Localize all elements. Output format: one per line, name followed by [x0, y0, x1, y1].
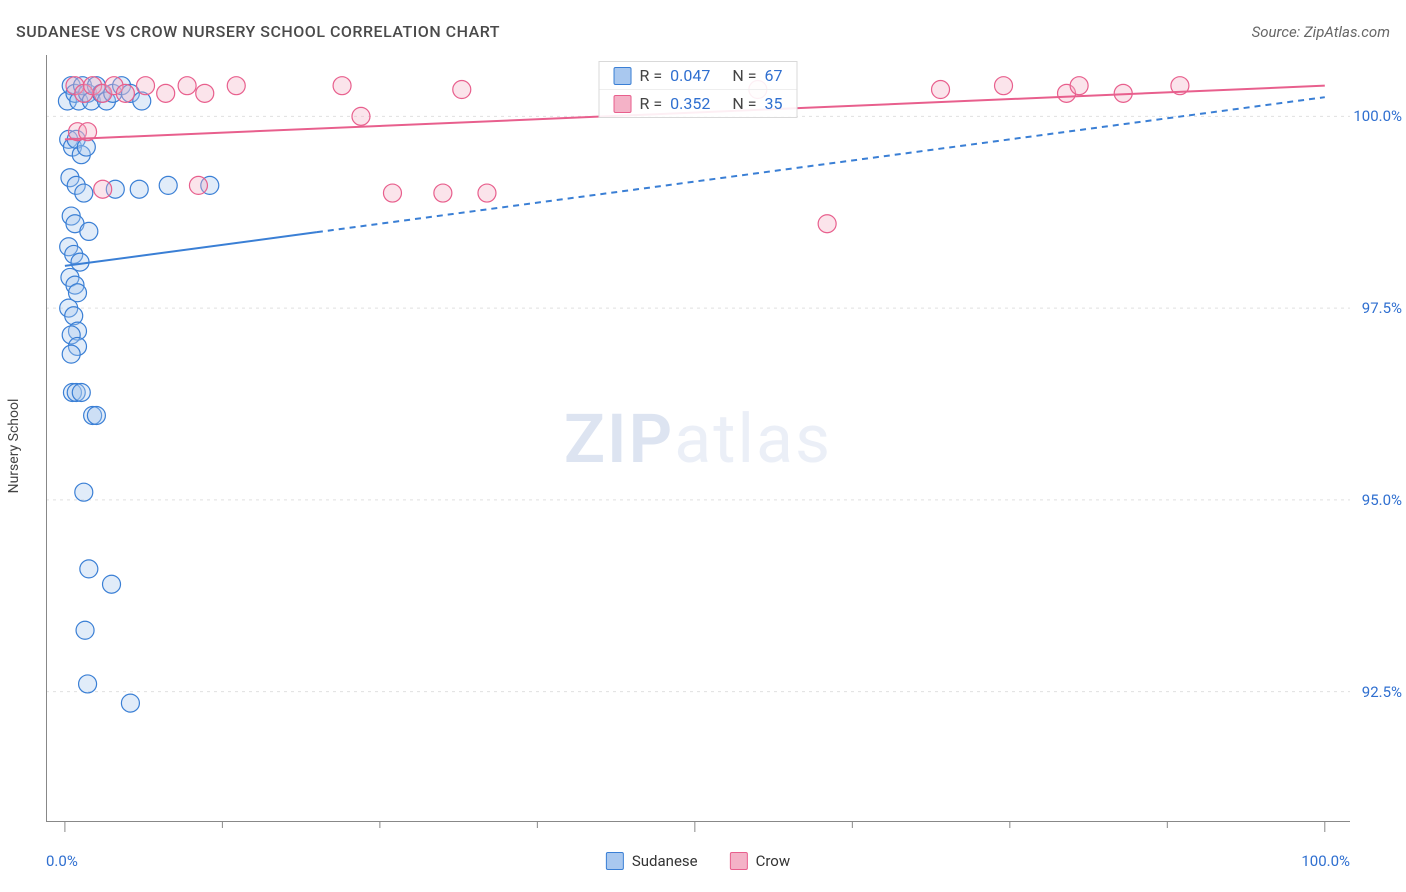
scatter-point: [80, 222, 98, 240]
x-axis-max-label: 100.0%: [1301, 852, 1350, 870]
chart-header: SUDANESE VS CROW NURSERY SCHOOL CORRELAT…: [16, 22, 1390, 41]
chart-svg: [46, 55, 1350, 822]
scatter-point: [87, 406, 105, 424]
stat-R-label: R =: [640, 94, 663, 113]
scatter-point: [178, 77, 196, 95]
stat-R-label: R =: [640, 66, 663, 85]
stat-row: R = 0.352 N = 35: [600, 89, 797, 117]
scatter-point: [75, 184, 93, 202]
scatter-point: [352, 107, 370, 125]
stat-N-label: N =: [732, 94, 756, 113]
scatter-point: [333, 77, 351, 95]
scatter-point: [130, 180, 148, 198]
stat-swatch: [614, 95, 632, 113]
trend-line-solid: [65, 232, 317, 266]
scatter-point: [189, 176, 207, 194]
stat-N-value: 67: [764, 66, 782, 85]
scatter-point: [79, 675, 97, 693]
scatter-point: [94, 180, 112, 198]
scatter-point: [932, 81, 950, 99]
stat-R-value: 0.047: [670, 66, 710, 85]
scatter-point: [121, 694, 139, 712]
chart-source: Source: ZipAtlas.com: [1252, 23, 1390, 41]
scatter-point: [227, 77, 245, 95]
correlation-stat-box: R = 0.047 N = 67 R = 0.352 N = 35: [599, 61, 798, 118]
stat-R-value: 0.352: [670, 94, 710, 113]
scatter-point: [196, 84, 214, 102]
stat-row: R = 0.047 N = 67: [600, 62, 797, 89]
plot-area: ZIPatlas R = 0.047N = 67R = 0.352N = 35 …: [46, 55, 1350, 822]
y-axis-label: Nursery School: [6, 399, 22, 494]
legend-item: Sudanese: [606, 852, 698, 870]
scatter-point: [75, 483, 93, 501]
legend-swatch: [606, 852, 624, 870]
scatter-point: [80, 560, 98, 578]
chart-title: SUDANESE VS CROW NURSERY SCHOOL CORRELAT…: [16, 22, 500, 41]
stat-N-label: N =: [732, 66, 756, 85]
scatter-point: [137, 77, 155, 95]
scatter-point: [995, 77, 1013, 95]
legend-label: Sudanese: [632, 852, 698, 870]
scatter-point: [76, 621, 94, 639]
scatter-point: [157, 84, 175, 102]
x-axis-footer: 0.0% Sudanese Crow 100.0%: [46, 846, 1350, 870]
trend-line-dashed: [317, 97, 1325, 232]
scatter-point: [116, 84, 134, 102]
y-tick-label: 97.5%: [1362, 299, 1402, 317]
scatter-point: [478, 184, 496, 202]
x-axis-min-label: 0.0%: [46, 852, 78, 870]
y-tick-label: 95.0%: [1362, 491, 1402, 509]
scatter-point: [383, 184, 401, 202]
legend-swatch: [730, 852, 748, 870]
y-tick-label: 92.5%: [1362, 683, 1402, 701]
scatter-point: [818, 215, 836, 233]
y-tick-label: 100.0%: [1353, 107, 1402, 125]
scatter-point: [62, 345, 80, 363]
scatter-point: [453, 81, 471, 99]
scatter-point: [159, 176, 177, 194]
scatter-point: [72, 383, 90, 401]
scatter-point: [1070, 77, 1088, 95]
legend-label: Crow: [756, 852, 791, 870]
scatter-point: [103, 575, 121, 593]
stat-swatch: [614, 67, 632, 85]
legend-item: Crow: [730, 852, 791, 870]
stat-N-value: 35: [764, 94, 782, 113]
scatter-point: [434, 184, 452, 202]
bottom-legend: Sudanese Crow: [606, 852, 790, 870]
